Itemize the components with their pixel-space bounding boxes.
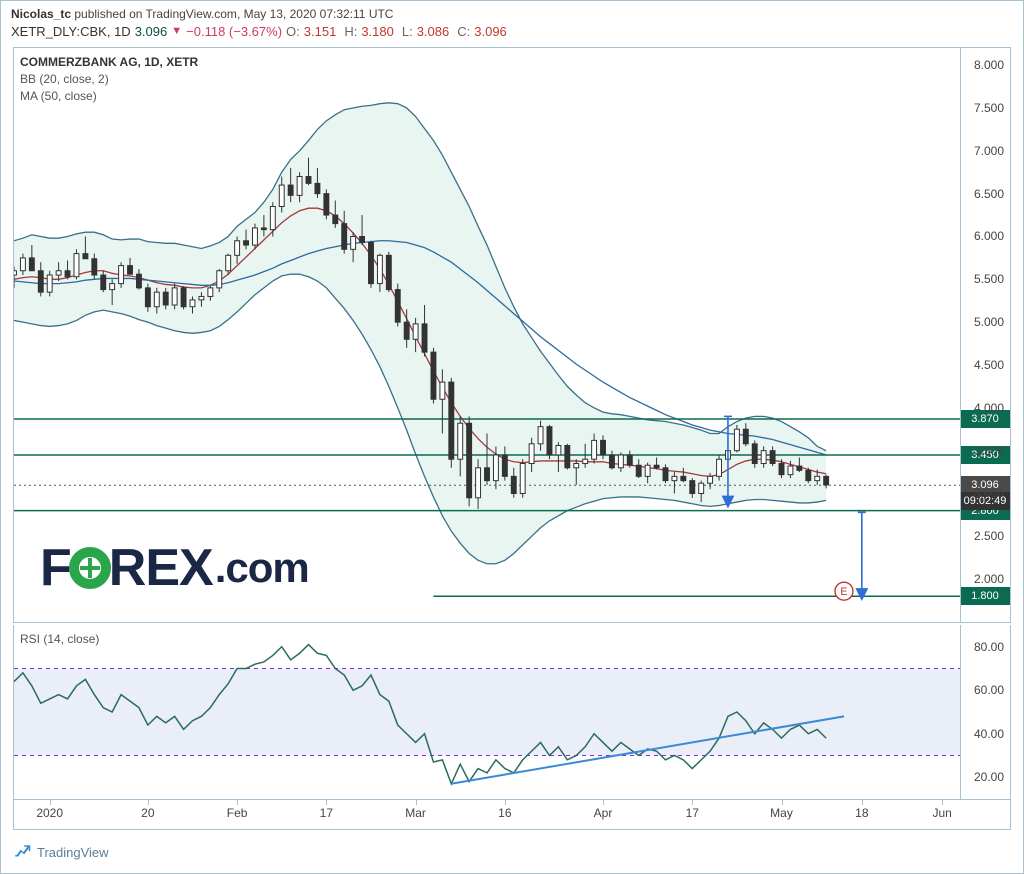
y-tick-label: 7.500	[974, 101, 1004, 115]
y-tick-label: 4.500	[974, 358, 1004, 372]
main-price-chart[interactable]: COMMERZBANK AG, 1D, XETR BB (20, close, …	[13, 47, 1011, 623]
y-tick-label: 2.500	[974, 529, 1004, 543]
publish-date: May 13, 2020 07:32:11 UTC	[244, 7, 394, 21]
footer: TradingView	[13, 843, 109, 861]
low-label: L:	[402, 24, 413, 39]
rsi-y-tick: 40.00	[974, 727, 1004, 741]
publish-sep: ,	[237, 7, 244, 21]
close-value: 3.096	[474, 24, 507, 39]
chart-header: Nicolas_tc published on TradingView.com,…	[1, 1, 1023, 43]
publish-mid: published on	[71, 7, 146, 21]
x-tick-label: 20	[141, 806, 154, 820]
y-tick-label: 6.500	[974, 187, 1004, 201]
x-tick-label: May	[770, 806, 793, 820]
rsi-y-tick: 20.00	[974, 770, 1004, 784]
rsi-plot-area: RSI (14, close)	[14, 625, 960, 799]
x-tick-label: 17	[686, 806, 699, 820]
x-tick-label: 16	[498, 806, 511, 820]
open-value: 3.151	[304, 24, 337, 39]
price-change: −0.118 (−3.67%)	[186, 24, 282, 39]
main-plot-area: COMMERZBANK AG, 1D, XETR BB (20, close, …	[14, 48, 960, 622]
publish-line: Nicolas_tc published on TradingView.com,…	[11, 7, 1013, 21]
y-tick-label: 2.000	[974, 572, 1004, 586]
rsi-y-axis: 20.00 40.00 60.00 80.00	[960, 625, 1010, 799]
x-axis-labels: 202020Feb17Mar16Apr17May18Jun	[14, 800, 960, 829]
high-label: H:	[344, 24, 357, 39]
tradingview-icon	[13, 843, 31, 861]
x-tick-label: Apr	[594, 806, 613, 820]
y-tick-label: 4.000	[974, 401, 1004, 415]
y-tick-label: 3.000	[974, 486, 1004, 500]
main-y-axis: 2.000 2.500 3.000 3.500 4.000 4.500 5.000 5.500…	[960, 48, 1010, 622]
rsi-chart[interactable]: RSI (14, close) 20.00 40.00 60.00 80.00	[13, 625, 1011, 800]
y-tick-label: 5.000	[974, 315, 1004, 329]
low-value: 3.086	[417, 24, 450, 39]
y-tick-label: 8.000	[974, 58, 1004, 72]
svg-text:E: E	[840, 586, 847, 598]
y-tick-label: 5.500	[974, 272, 1004, 286]
publish-site: TradingView.com	[146, 7, 237, 21]
y-tick-label: 6.000	[974, 229, 1004, 243]
symbol-text: XETR_DLY:CBK, 1D	[11, 24, 131, 39]
last-price: 3.096	[135, 24, 168, 39]
publisher-name: Nicolas_tc	[11, 7, 71, 21]
x-axis: 202020Feb17Mar16Apr17May18Jun	[13, 800, 1011, 830]
x-tick-label: 2020	[36, 806, 63, 820]
y-tick-label: 7.000	[974, 144, 1004, 158]
rsi-y-tick: 80.00	[974, 640, 1004, 654]
open-label: O:	[286, 24, 300, 39]
x-tick-label: 17	[320, 806, 333, 820]
close-label: C:	[457, 24, 470, 39]
footer-brand: TradingView	[37, 845, 109, 860]
rsi-y-tick: 60.00	[974, 683, 1004, 697]
x-tick-label: Jun	[932, 806, 951, 820]
x-tick-label: Feb	[227, 806, 248, 820]
x-tick-label: Mar	[405, 806, 426, 820]
quote-line: XETR_DLY:CBK, 1D 3.096 ▼ −0.118 (−3.67%)…	[11, 24, 1013, 39]
chart-container: Nicolas_tc published on TradingView.com,…	[0, 0, 1024, 874]
x-tick-label: 18	[855, 806, 868, 820]
y-tick-label: 3.500	[974, 444, 1004, 458]
down-triangle-icon: ▼	[171, 25, 182, 37]
high-value: 3.180	[361, 24, 394, 39]
